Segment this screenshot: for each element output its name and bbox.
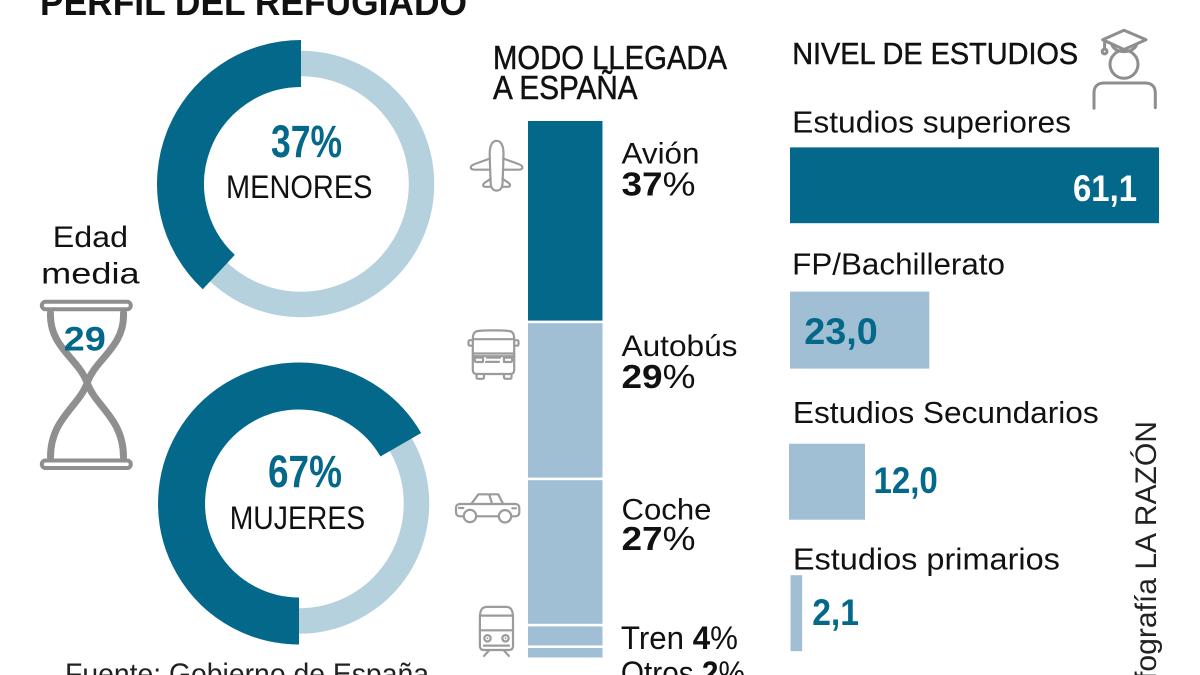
svg-text:2,1: 2,1 <box>812 592 859 633</box>
svg-text:37%: 37% <box>622 165 696 202</box>
svg-text:Avión: Avión <box>622 137 700 170</box>
svg-text:FP/Bachillerato: FP/Bachillerato <box>792 247 1005 282</box>
svg-text:29: 29 <box>64 320 106 358</box>
svg-text:MUJERES: MUJERES <box>230 500 366 536</box>
svg-text:Estudios superiores: Estudios superiores <box>792 105 1071 140</box>
svg-text:media: media <box>41 258 140 291</box>
svg-text:MENORES: MENORES <box>226 169 373 205</box>
svg-text:Edad: Edad <box>53 221 128 254</box>
svg-text:12,0: 12,0 <box>874 460 938 501</box>
svg-text:PERFIL DEL REFUGIADO: PERFIL DEL REFUGIADO <box>40 0 467 23</box>
svg-text:37%: 37% <box>271 116 342 167</box>
svg-text:27%: 27% <box>622 520 696 557</box>
svg-text:Autobús: Autobús <box>622 330 738 363</box>
svg-text:A ESPAÑA: A ESPAÑA <box>493 69 638 106</box>
svg-text:23,0: 23,0 <box>804 311 878 352</box>
svg-text:Tren 4%: Tren 4% <box>621 620 738 656</box>
svg-text:29%: 29% <box>622 358 696 395</box>
svg-text:Fuente: Gobierno de España: Fuente: Gobierno de España <box>65 658 429 675</box>
svg-text:Coche: Coche <box>622 493 712 526</box>
svg-text:Estudios Secundarios: Estudios Secundarios <box>793 395 1099 430</box>
svg-text:NIVEL DE ESTUDIOS: NIVEL DE ESTUDIOS <box>792 36 1078 71</box>
svg-text:Infografía LA RAZÓN: Infografía LA RAZÓN <box>1130 421 1163 675</box>
svg-text:Otros 2%: Otros 2% <box>621 655 745 675</box>
svg-text:61,1: 61,1 <box>1073 168 1137 209</box>
svg-text:MODO LLEGADA: MODO LLEGADA <box>493 39 727 76</box>
svg-text:67%: 67% <box>268 446 342 497</box>
svg-text:Estudios primarios: Estudios primarios <box>793 541 1060 576</box>
